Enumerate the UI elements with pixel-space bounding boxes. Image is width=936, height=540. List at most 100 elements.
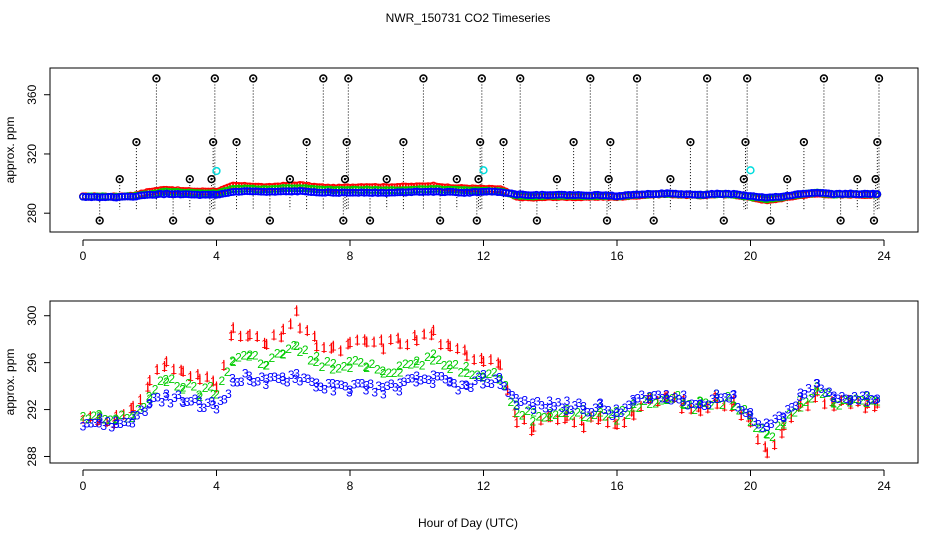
top-point-blue: [613, 192, 621, 201]
top-point-blue: [629, 190, 638, 199]
top-point-blue: [324, 188, 332, 197]
top-point-blue: [671, 189, 680, 198]
bottom-point-3: 3: [130, 409, 137, 423]
top-point-blue: [835, 189, 844, 198]
bottom-point-3: 3: [413, 369, 420, 383]
bottom-point-3: 3: [826, 385, 833, 399]
bottom-point-3: 3: [596, 397, 603, 411]
bottom-point-3: 3: [117, 417, 124, 431]
bottom-y-tick-label: 292: [25, 399, 39, 419]
bottom-point-2: 2: [363, 361, 370, 375]
top-point-blue: [546, 191, 555, 199]
top-point-blue: [123, 192, 132, 201]
bottom-point-2: 2: [836, 398, 843, 412]
top-point-black: [873, 137, 882, 147]
top-point-black-core: [722, 219, 725, 222]
bottom-point-3: 3: [789, 400, 796, 414]
bottom-x-tick-label: 16: [610, 479, 624, 493]
bottom-point-2: 2: [80, 410, 87, 424]
top-point-blue: [245, 187, 254, 196]
bottom-point-3: 3: [772, 412, 779, 426]
top-point-blue: [90, 192, 99, 201]
top-point-blue: [774, 193, 783, 201]
bottom-point-2: 2: [630, 397, 637, 411]
bottom-point-3: 3: [367, 377, 374, 391]
bottom-point-3: 3: [522, 394, 529, 408]
bottom-point-3: 3: [171, 391, 178, 405]
bottom-x-tick-label: 4: [213, 479, 220, 493]
bottom-point-3: 3: [646, 389, 653, 403]
bottom-point-2: 2: [324, 354, 331, 368]
top-point-black: [552, 174, 562, 184]
top-point-black-core: [345, 140, 348, 144]
bottom-point-1: 1: [695, 400, 702, 414]
bottom-point-3: 3: [831, 389, 838, 403]
bottom-point-3: 3: [726, 392, 733, 406]
bottom-point-2: 2: [112, 412, 119, 426]
bottom-point-3: 3: [759, 421, 766, 435]
bottom-point-1: 1: [647, 393, 654, 407]
bottom-point-3: 3: [872, 393, 879, 407]
top-point-black: [319, 74, 328, 83]
bottom-point-2: 2: [346, 355, 353, 369]
bottom-point-1: 1: [128, 402, 135, 416]
bottom-point-1: 1: [504, 383, 511, 397]
top-point-blue: [462, 188, 471, 197]
bottom-point-3: 3: [401, 375, 408, 389]
bottom-point-2: 2: [780, 415, 787, 429]
bottom-point-2: 2: [480, 370, 487, 384]
bottom-point-3: 3: [613, 402, 620, 416]
top-point-black: [472, 216, 481, 225]
top-point-blue: [348, 188, 357, 197]
top-point-black-core: [155, 77, 158, 80]
top-point-black-core: [744, 140, 747, 144]
top-point-blue: [744, 192, 752, 200]
top-point-blue: [79, 192, 87, 201]
top-point-blue: [81, 193, 90, 201]
bottom-point-3: 3: [563, 404, 570, 418]
top-y-tick-label: 360: [25, 84, 39, 104]
top-point-blue: [599, 191, 608, 200]
bottom-point-2: 2: [769, 430, 776, 444]
bottom-point-3: 3: [313, 376, 320, 390]
top-point-black-core: [213, 77, 217, 80]
bottom-point-3: 3: [738, 403, 745, 417]
bottom-point-1: 1: [712, 390, 719, 404]
bottom-point-2: 2: [813, 384, 820, 398]
bottom-point-2: 2: [663, 392, 670, 406]
bottom-point-3: 3: [618, 406, 625, 420]
top-point-blue: [87, 193, 96, 202]
top-point-blue: [229, 188, 238, 196]
bottom-point-2: 2: [413, 356, 420, 370]
bottom-point-3: 3: [688, 397, 695, 411]
bottom-point-3: 3: [630, 395, 637, 409]
top-point-blue: [398, 188, 407, 197]
bottom-point-3: 3: [409, 371, 416, 385]
bottom-point-2: 2: [163, 375, 170, 389]
bottom-point-2: 2: [96, 409, 103, 423]
bottom-point-3: 3: [530, 396, 537, 410]
top-point-blue: [635, 190, 644, 199]
bottom-point-2: 2: [547, 410, 554, 424]
bottom-point-2: 2: [347, 361, 354, 375]
bottom-point-1: 1: [512, 406, 519, 420]
bottom-point-3: 3: [429, 377, 436, 391]
bottom-point-3: 3: [242, 366, 249, 380]
top-point-black-core: [572, 140, 575, 144]
bottom-point-2: 2: [446, 358, 453, 372]
top-point-blue: [351, 188, 360, 197]
top-point-black: [586, 74, 595, 83]
top-point-black-core: [188, 177, 191, 181]
top-point-black: [874, 74, 884, 83]
bottom-point-2: 2: [680, 398, 687, 412]
top-point-blue: [501, 189, 510, 197]
top-point-blue: [457, 188, 466, 197]
top-panel: 0 4 8 12 16 20 24 280 320 360 approx. ppm: [3, 67, 919, 263]
bottom-point-3: 3: [434, 370, 441, 384]
top-point-blue: [529, 191, 538, 200]
bottom-point-3: 3: [355, 377, 362, 391]
top-point-blue: [524, 191, 533, 199]
top-point-blue: [824, 189, 833, 198]
bottom-point-1: 1: [395, 332, 402, 346]
